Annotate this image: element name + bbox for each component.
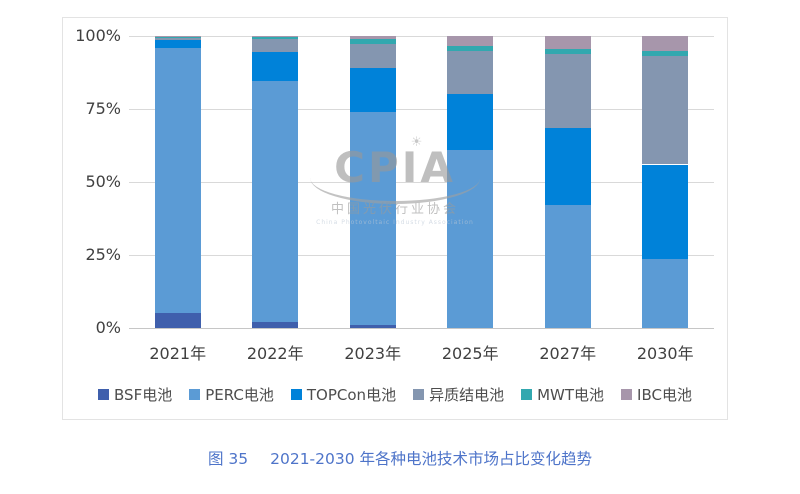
bar-segment bbox=[154, 37, 201, 39]
y-axis-tick-label: 25% bbox=[85, 245, 121, 264]
legend-item: TOPCon电池 bbox=[290, 384, 397, 405]
bar-segment bbox=[154, 36, 201, 38]
x-axis-tick-label: 2021年 bbox=[149, 344, 207, 363]
figure-number: 图 35 bbox=[207, 450, 249, 468]
legend-item: MWT电池 bbox=[521, 384, 604, 405]
bar-segment bbox=[349, 36, 396, 39]
legend-label: TOPCon电池 bbox=[306, 386, 397, 404]
bar-segment bbox=[349, 325, 396, 328]
legend-swatch bbox=[521, 389, 533, 400]
bar-segment bbox=[544, 53, 591, 128]
bar-segment bbox=[544, 49, 591, 54]
bar-segment bbox=[447, 36, 494, 47]
legend-item: 异质结电池 bbox=[413, 384, 504, 405]
bar-segment bbox=[252, 322, 299, 328]
bar-segment bbox=[544, 128, 591, 206]
legend-item: IBC电池 bbox=[621, 384, 692, 405]
legend-swatch bbox=[621, 389, 633, 400]
bar-stack bbox=[544, 36, 591, 328]
gridline bbox=[129, 255, 714, 256]
bar-segment bbox=[349, 44, 396, 69]
gridline bbox=[129, 182, 714, 183]
bar-column bbox=[519, 36, 617, 328]
bar-segment bbox=[154, 38, 201, 41]
bar-column bbox=[227, 36, 325, 328]
bar-stack bbox=[447, 36, 494, 328]
bar-stack bbox=[252, 36, 299, 328]
bar-segment bbox=[642, 56, 689, 165]
y-axis-tick-label: 75% bbox=[85, 99, 121, 118]
gridline bbox=[129, 328, 714, 329]
legend-item: PERC电池 bbox=[189, 384, 274, 405]
bar-stack bbox=[349, 36, 396, 328]
x-axis-tick-label: 2022年 bbox=[246, 344, 304, 363]
figure-caption: 图 35 2021-2030 年各种电池技术市场占比变化趋势 bbox=[0, 447, 800, 469]
bar-segment bbox=[642, 164, 689, 260]
bar-stack bbox=[642, 36, 689, 328]
legend-swatch bbox=[189, 389, 201, 400]
bar-segment bbox=[544, 205, 591, 328]
y-axis: 100% 75% 50% 25% 0% bbox=[69, 28, 121, 336]
legend-label: BSF电池 bbox=[114, 386, 173, 404]
bar-segment bbox=[642, 259, 689, 328]
legend-label: 异质结电池 bbox=[429, 386, 505, 404]
bar-column bbox=[422, 36, 520, 328]
bar-segment bbox=[447, 149, 494, 328]
bar-segment bbox=[252, 52, 299, 82]
x-axis-tick-label: 2023年 bbox=[344, 344, 402, 363]
legend-label: MWT电池 bbox=[537, 386, 605, 404]
bar-segment bbox=[154, 40, 201, 48]
bar-segment bbox=[447, 94, 494, 150]
legend-item: BSF电池 bbox=[98, 384, 172, 405]
y-axis-tick-label: 100% bbox=[75, 26, 121, 45]
gridline bbox=[129, 109, 714, 110]
bar-column bbox=[617, 36, 715, 328]
bar-segment bbox=[252, 38, 299, 53]
bar-column bbox=[324, 36, 422, 328]
bar-segment bbox=[154, 47, 201, 314]
bar-stack bbox=[154, 36, 201, 328]
legend-swatch bbox=[98, 389, 110, 400]
chart-panel: 100% 75% 50% 25% 0% ☀ CPIA 中国光伏行业协会 China Ph… bbox=[62, 17, 728, 420]
legend-swatch bbox=[290, 389, 302, 400]
bar-segment bbox=[349, 111, 396, 326]
x-axis-tick-label: 2025年 bbox=[441, 344, 499, 363]
bar-segment bbox=[349, 68, 396, 112]
y-axis-tick-label: 50% bbox=[85, 172, 121, 191]
bar-segment bbox=[252, 81, 299, 323]
bar-column bbox=[129, 36, 227, 328]
figure-title: 2021-2030 年各种电池技术市场占比变化趋势 bbox=[270, 450, 593, 468]
legend-swatch bbox=[413, 389, 425, 400]
plot-area bbox=[129, 36, 714, 329]
bar-segment bbox=[252, 36, 299, 37]
gridline bbox=[129, 36, 714, 37]
bars bbox=[129, 36, 714, 328]
legend-label: PERC电池 bbox=[205, 386, 274, 404]
legend: BSF电池 PERC电池 TOPCon电池 异质结电池 MWT电池 IBC电池 bbox=[63, 384, 727, 405]
bar-segment bbox=[642, 36, 689, 51]
legend-label: IBC电池 bbox=[637, 386, 692, 404]
bar-segment bbox=[252, 36, 299, 39]
x-axis-tick-label: 2027年 bbox=[539, 344, 597, 363]
x-axis: 2021年 2022年 2023年 2025年 2027年 2030年 bbox=[129, 340, 714, 364]
bar-segment bbox=[349, 38, 396, 45]
x-axis-tick-label: 2030年 bbox=[636, 344, 694, 363]
bar-segment bbox=[447, 50, 494, 95]
bar-segment bbox=[544, 36, 591, 50]
bar-segment bbox=[642, 50, 689, 57]
y-axis-tick-label: 0% bbox=[95, 318, 121, 337]
bar-segment bbox=[447, 46, 494, 51]
bar-segment bbox=[154, 313, 201, 328]
